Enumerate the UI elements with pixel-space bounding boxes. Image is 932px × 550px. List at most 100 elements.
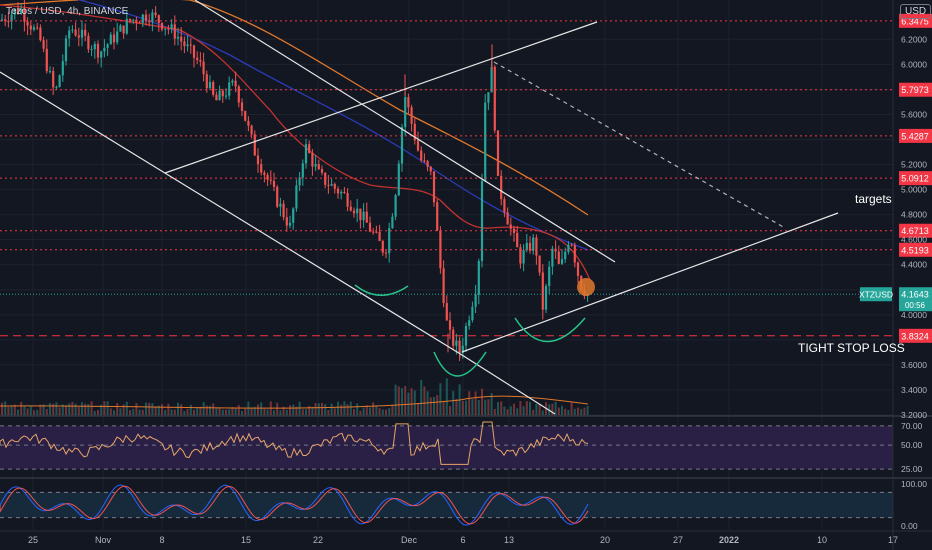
candle-body: [541, 272, 544, 310]
volume-bar: [477, 400, 480, 415]
y-tick-label: 4.6000: [901, 235, 927, 245]
candle-body: [480, 180, 484, 261]
volume-bar: [548, 404, 551, 415]
candle-body: [356, 208, 359, 214]
candle-body: [500, 175, 503, 200]
volume-bar: [353, 409, 355, 415]
candle-body: [471, 306, 474, 321]
volume-bar: [445, 378, 448, 415]
candle-body: [164, 28, 167, 30]
candle-body: [148, 21, 151, 23]
volume-bar: [340, 404, 343, 415]
candle-body: [378, 231, 381, 242]
volume-bar: [42, 404, 45, 415]
volume-bar: [356, 403, 359, 415]
candle-body: [71, 29, 74, 31]
volume-bar: [541, 410, 544, 415]
volume-bar: [436, 395, 439, 415]
candle-body: [509, 224, 512, 229]
level-label: 5.7973: [901, 85, 929, 95]
volume-bar: [410, 388, 413, 415]
current-price-bg: [899, 287, 932, 312]
volume-bar: [557, 407, 560, 415]
volume-bar: [87, 403, 90, 415]
candle-body: [247, 120, 250, 126]
volume-bar: [186, 408, 189, 415]
candle-body: [400, 127, 404, 164]
x-tick-label: Nov: [95, 535, 112, 545]
candle-body: [183, 41, 186, 47]
volume-bar: [465, 400, 467, 415]
candle-body: [122, 25, 125, 34]
volume-bar: [202, 401, 205, 415]
volume-bar: [314, 402, 317, 415]
volume-bar: [157, 405, 160, 415]
x-tick-label: 22: [313, 535, 323, 545]
volume-bar: [573, 408, 576, 415]
candle-body: [263, 172, 266, 175]
rsi-tick-label: 25.00: [901, 464, 923, 474]
annotations: targets TIGHT STOP LOSS: [798, 192, 905, 355]
countdown-label: 00:56: [905, 301, 926, 310]
level-label-bg: [899, 242, 932, 257]
volume-bar: [138, 409, 141, 415]
candle-body: [365, 211, 368, 223]
candle-body: [224, 95, 228, 97]
candle-body: [551, 248, 554, 267]
x-tick-label: 2022: [719, 535, 739, 545]
volume-bar: [372, 402, 375, 415]
volume-bar: [381, 409, 384, 415]
volume-bar: [74, 403, 77, 415]
level-label-bg: [899, 13, 932, 28]
candle-body: [208, 82, 212, 89]
candle-body: [26, 21, 29, 26]
volume-bar: [23, 405, 26, 415]
candle-body: [375, 231, 378, 233]
candle-body: [170, 24, 173, 29]
candle-body: [484, 102, 487, 181]
candle-body: [368, 222, 372, 232]
volume-bar: [301, 409, 304, 415]
candle-body: [29, 25, 32, 30]
volume-bar: [151, 402, 154, 415]
candle-body: [352, 210, 356, 214]
candle-body: [221, 90, 224, 97]
candle-body: [362, 211, 365, 221]
candle-body: [308, 144, 311, 153]
symbol-tag-label: XTZUSD: [859, 290, 893, 300]
candle-body: [39, 27, 42, 41]
volume-bar: [154, 406, 157, 415]
currency-badge[interactable]: USD: [900, 4, 932, 19]
candle-body: [119, 25, 122, 32]
level-label: 5.4287: [901, 131, 929, 141]
candle-body: [503, 199, 506, 213]
volume-bar: [429, 397, 432, 415]
candle-body: [570, 244, 573, 246]
candle-body: [186, 44, 189, 47]
volume-bar: [561, 405, 563, 415]
volume-bar: [241, 410, 243, 415]
candle-body: [16, 8, 20, 14]
bottom-curve-1: [354, 284, 409, 296]
volume-bar: [189, 404, 192, 415]
y-tick-label: 4.4000: [901, 260, 927, 270]
candle-body: [253, 134, 256, 156]
candle-body: [567, 244, 570, 252]
volume-bar: [337, 401, 339, 415]
candle-body: [519, 247, 522, 264]
candle-body: [74, 29, 77, 36]
candle-body: [407, 97, 410, 108]
volume-bar: [583, 407, 586, 415]
x-tick-label: 15: [241, 535, 251, 545]
volume-bar: [167, 403, 170, 415]
candle-body: [52, 71, 55, 88]
candle-body: [452, 329, 455, 346]
candle-body: [202, 61, 205, 75]
candle-body: [93, 43, 96, 50]
candle-body: [90, 49, 93, 51]
candle-body: [0, 19, 4, 21]
volume-bar: [311, 406, 314, 415]
y-tick-label: 3.4000: [901, 385, 927, 395]
